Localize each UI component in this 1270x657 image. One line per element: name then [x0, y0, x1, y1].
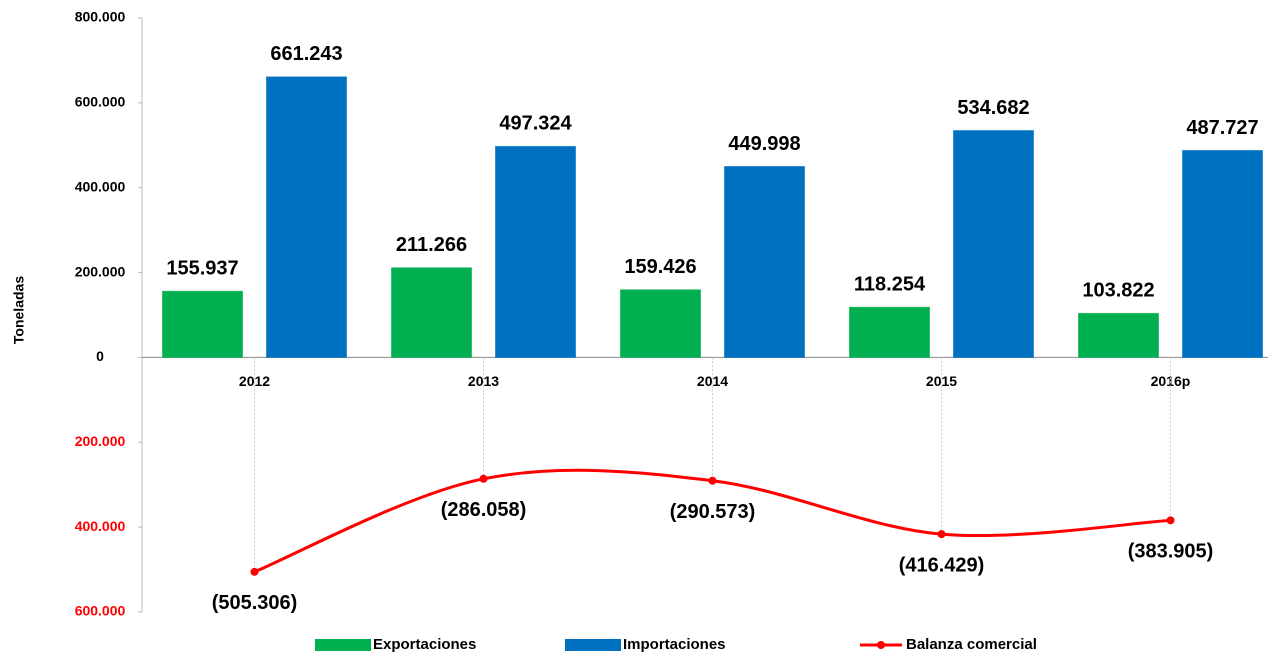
legend-swatch [877, 641, 885, 649]
y-axis-label: Toneladas [11, 276, 27, 344]
data-label: 103.822 [1082, 280, 1154, 302]
legend-label: Importaciones [623, 636, 726, 653]
bar [953, 130, 1034, 358]
x-tick-label: 2016p [1151, 373, 1191, 389]
y-tick-label: 200.000 [75, 433, 126, 449]
line-marker [1166, 516, 1175, 525]
data-label: (290.573) [670, 501, 756, 523]
x-tick-label: 2015 [926, 373, 957, 389]
bar [724, 166, 805, 358]
data-label: 159.426 [624, 256, 696, 278]
data-label: (383.905) [1128, 541, 1214, 563]
legend-label: Balanza comercial [906, 636, 1037, 653]
line-marker [937, 530, 946, 539]
line-marker [708, 476, 717, 485]
bar [620, 289, 701, 358]
bar [1182, 149, 1263, 358]
data-label: 211.266 [396, 234, 467, 256]
line-marker [479, 474, 488, 483]
y-tick-label: 400.000 [75, 518, 126, 534]
data-label: 497.324 [499, 113, 572, 135]
y-tick-label: 400.000 [75, 178, 126, 194]
data-label: (286.058) [441, 499, 527, 521]
y-tick-label: 600.000 [75, 603, 126, 619]
x-tick-label: 2013 [468, 373, 499, 389]
bar [162, 290, 243, 358]
data-label: 661.243 [270, 43, 342, 65]
y-tick-label: 800.000 [75, 9, 126, 25]
x-tick-label: 2014 [697, 373, 728, 389]
data-label: 118.254 [854, 274, 926, 296]
data-label: 155.937 [166, 258, 238, 280]
y-tick-label: 200.000 [75, 263, 126, 279]
data-label: 487.727 [1186, 117, 1258, 139]
legend-swatch [565, 639, 621, 651]
bar [495, 145, 576, 358]
data-label: (416.429) [899, 554, 985, 576]
y-tick-label: 600.000 [75, 94, 126, 110]
bar [849, 306, 930, 358]
bar [391, 267, 472, 358]
data-label: 534.682 [957, 97, 1029, 119]
y-tick-label: 0 [96, 348, 104, 364]
legend-swatch [315, 639, 371, 651]
bar [266, 76, 347, 358]
x-tick-label: 2012 [239, 373, 270, 389]
data-label: 449.998 [728, 133, 800, 155]
line-marker [250, 567, 259, 576]
legend-label: Exportaciones [373, 636, 476, 653]
data-label: (505.306) [212, 592, 298, 614]
bar [1078, 312, 1159, 358]
